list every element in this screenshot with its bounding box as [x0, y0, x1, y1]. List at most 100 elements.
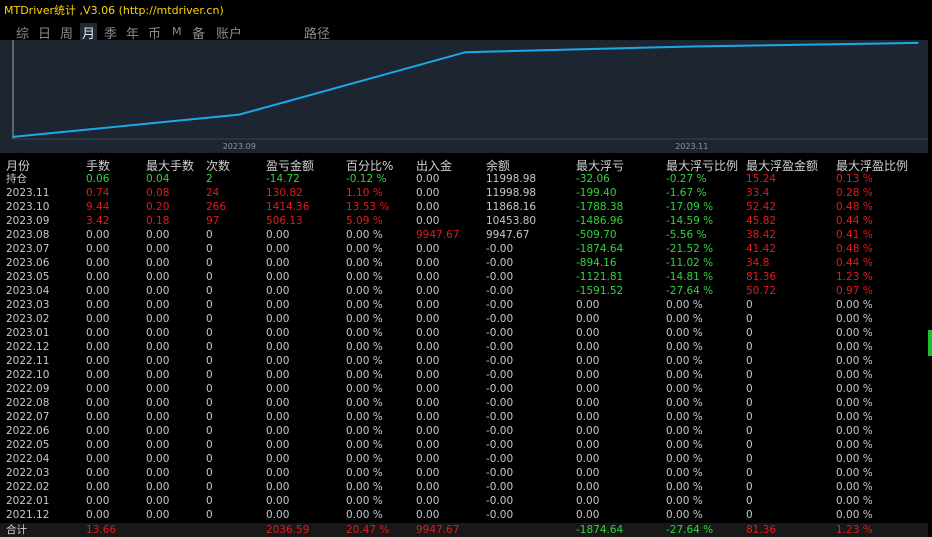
table-cell: 0.00	[266, 397, 290, 409]
table-cell: 11868.16	[486, 201, 537, 213]
table-row[interactable]: 2023.02 0.00 0.00 0 0.00 0.00 % 0.00 -0.00 0.00 0…	[0, 312, 928, 326]
table-cell: 0.00 %	[346, 271, 383, 283]
tab-m[interactable]: M	[172, 25, 182, 38]
table-row[interactable]: 2023.11 0.74 0.08 24 130.82 1.10 % 0.00 11998.9…	[0, 186, 928, 200]
tab-quarter[interactable]: 季	[104, 27, 118, 42]
total-row[interactable]: 合计 13.66 2036.59 20.47 % 9947.67 -1874.64 -27.…	[0, 523, 928, 537]
column-header[interactable]: 余额	[486, 159, 511, 173]
table-cell: 0.00	[416, 397, 440, 409]
table-cell: 0.00	[576, 481, 600, 493]
column-header[interactable]: 最大浮亏比例	[666, 159, 739, 173]
table-cell: 0.00 %	[666, 481, 703, 493]
table-cell: 0.44 %	[836, 257, 873, 269]
tab-path[interactable]: 路径	[304, 27, 331, 42]
table-row[interactable]: 2023.07 0.00 0.00 0 0.00 0.00 % 0.00 -0.00 -1874…	[0, 242, 928, 256]
table-cell: 0.00	[416, 271, 440, 283]
column-header[interactable]: 月份	[6, 159, 31, 173]
column-header[interactable]: 最大浮盈金额	[746, 159, 819, 173]
table-cell: 0.00	[416, 313, 440, 325]
table-row[interactable]: 2022.01 0.00 0.00 0 0.00 0.00 % 0.00 -0.00 0.00 0…	[0, 494, 928, 508]
table-cell: 0.00	[416, 215, 440, 227]
scrollbar-thumb[interactable]	[928, 330, 932, 356]
table-cell: 0	[746, 397, 753, 409]
table-row[interactable]: 2023.09 3.42 0.18 97 506.13 5.09 % 0.00 10453.8…	[0, 214, 928, 228]
table-cell: 1414.36	[266, 201, 310, 213]
table-cell: 0.00	[266, 327, 290, 339]
table-cell: -0.00	[486, 509, 514, 521]
column-header[interactable]: 最大浮盈比例	[836, 159, 909, 173]
table-cell: 2036.59	[266, 524, 310, 536]
table-cell: 9947.67	[416, 524, 460, 536]
table-row[interactable]: 2022.09 0.00 0.00 0 0.00 0.00 % 0.00 -0.00 0.00 0…	[0, 382, 928, 396]
table-cell: 0	[746, 425, 753, 437]
table-cell: -509.70	[576, 229, 617, 241]
column-header[interactable]: 次数	[206, 159, 231, 173]
table-row[interactable]: 2022.03 0.00 0.00 0 0.00 0.00 % 0.00 -0.00 0.00 0…	[0, 466, 928, 480]
table-row[interactable]: 2023.01 0.00 0.00 0 0.00 0.00 % 0.00 -0.00 0.00 0…	[0, 326, 928, 340]
table-cell: -0.00	[486, 439, 514, 451]
column-header[interactable]: 盈亏金额	[266, 159, 315, 173]
table-cell: 0.00 %	[836, 509, 873, 521]
tab-year[interactable]: 年	[126, 27, 140, 42]
table-cell: 0.00 %	[346, 495, 383, 507]
monthly-stats-table: 月份 手数 最大手数 次数 盈亏金额 百分比% 出入金 余额 最大浮亏 最大浮亏比例 最大浮盈金额 最…	[0, 153, 928, 537]
table-row[interactable]: 2022.10 0.00 0.00 0 0.00 0.00 % 0.00 -0.00 0.00 0…	[0, 368, 928, 382]
table-cell: 0.00	[416, 467, 440, 479]
table-row[interactable]: 2022.07 0.00 0.00 0 0.00 0.00 % 0.00 -0.00 0.00 0…	[0, 410, 928, 424]
table-cell: 130.82	[266, 187, 303, 199]
table-cell: 97	[206, 215, 220, 227]
table-row[interactable]: 持仓 0.06 0.04 2 -14.72 -0.12 % 0.00 11998.98 -32.…	[0, 172, 928, 186]
table-row[interactable]: 2022.05 0.00 0.00 0 0.00 0.00 % 0.00 -0.00 0.00 0…	[0, 438, 928, 452]
table-cell: 0.00	[146, 481, 170, 493]
row-label: 2022.08	[6, 397, 50, 409]
table-cell: -14.72	[266, 173, 300, 185]
column-header[interactable]: 最大浮亏	[576, 159, 625, 173]
table-cell: 15.24	[746, 173, 777, 185]
table-cell: 0.00 %	[836, 369, 873, 381]
table-row[interactable]: 2023.04 0.00 0.00 0 0.00 0.00 % 0.00 -0.00 -1591…	[0, 284, 928, 298]
table-cell: 0.00	[416, 299, 440, 311]
tab-currency[interactable]: 币	[148, 27, 162, 42]
row-label: 2022.06	[6, 425, 50, 437]
table-row[interactable]: 2022.08 0.00 0.00 0 0.00 0.00 % 0.00 -0.00 0.00 0…	[0, 396, 928, 410]
table-cell: 0.00	[266, 509, 290, 521]
table-row[interactable]: 2023.08 0.00 0.00 0 0.00 0.00 % 9947.67 9947.67…	[0, 228, 928, 242]
table-cell: 0.00	[576, 495, 600, 507]
tab-week[interactable]: 周	[60, 27, 74, 42]
table-row[interactable]: 2022.02 0.00 0.00 0 0.00 0.00 % 0.00 -0.00 0.00 0…	[0, 480, 928, 494]
vertical-scrollbar[interactable]	[928, 40, 932, 536]
column-header[interactable]: 出入金	[416, 159, 453, 173]
column-header[interactable]: 百分比%	[346, 159, 394, 173]
table-cell: -0.00	[486, 355, 514, 367]
table-cell: 0.00	[86, 327, 110, 339]
table-cell: 0.20	[146, 201, 170, 213]
table-row[interactable]: 2022.06 0.00 0.00 0 0.00 0.00 % 0.00 -0.00 0.00 0…	[0, 424, 928, 438]
tab-month[interactable]: 月	[80, 23, 98, 42]
tab-account[interactable]: 账户	[216, 27, 243, 42]
table-cell: 0.00	[576, 383, 600, 395]
table-cell: 11998.98	[486, 173, 537, 185]
table-row[interactable]: 2022.04 0.00 0.00 0 0.00 0.00 % 0.00 -0.00 0.00 0…	[0, 452, 928, 466]
table-cell: 0.00	[86, 341, 110, 353]
row-label: 2023.10	[6, 201, 50, 213]
table-cell: 0.00	[576, 397, 600, 409]
table-row[interactable]: 2023.05 0.00 0.00 0 0.00 0.00 % 0.00 -0.00 -1121…	[0, 270, 928, 284]
table-cell: 0.00	[86, 243, 110, 255]
table-row[interactable]: 2022.11 0.00 0.00 0 0.00 0.00 % 0.00 -0.00 0.00 0…	[0, 354, 928, 368]
table-cell: 0.00 %	[346, 453, 383, 465]
table-row[interactable]: 2023.03 0.00 0.00 0 0.00 0.00 % 0.00 -0.00 0.00 0…	[0, 298, 928, 312]
table-cell: -17.09 %	[666, 201, 714, 213]
table-cell: 9947.67	[416, 229, 460, 241]
tab-day[interactable]: 日	[38, 27, 52, 42]
column-header[interactable]: 最大手数	[146, 159, 195, 173]
column-header[interactable]: 手数	[86, 159, 111, 173]
tab-summary[interactable]: 综	[16, 27, 30, 42]
tab-notes[interactable]: 备	[192, 27, 206, 42]
table-row[interactable]: 2023.10 9.44 0.20 266 1414.36 13.53 % 0.00 1186…	[0, 200, 928, 214]
table-cell: 0	[206, 243, 213, 255]
table-cell: 0	[746, 369, 753, 381]
table-row[interactable]: 2022.12 0.00 0.00 0 0.00 0.00 % 0.00 -0.00 0.00 0…	[0, 340, 928, 354]
table-row[interactable]: 2021.12 0.00 0.00 0 0.00 0.00 % 0.00 -0.00 0.00 0…	[0, 508, 928, 522]
table-row[interactable]: 2023.06 0.00 0.00 0 0.00 0.00 % 0.00 -0.00 -894.…	[0, 256, 928, 270]
table-cell: 0	[746, 327, 753, 339]
